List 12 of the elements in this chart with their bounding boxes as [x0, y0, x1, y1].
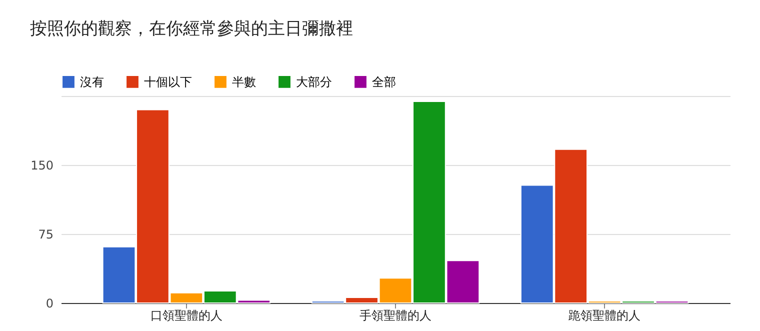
legend-label: 十個以下: [144, 74, 192, 89]
legend-label: 半數: [232, 74, 256, 89]
x-tick-label: 口領聖體的人: [150, 308, 222, 322]
chart-title: 按照你的觀察，在你經常參與的主日彌撒裡: [30, 19, 354, 39]
x-tick-label: 手領聖體的人: [360, 308, 432, 322]
legend-label: 大部分: [296, 74, 332, 89]
y-tick-label: 75: [38, 228, 54, 242]
y-tick-label: 150: [30, 158, 54, 172]
legend-label: 沒有: [80, 74, 104, 89]
y-tick-label: 0: [46, 296, 54, 310]
legend-label: 全部: [372, 74, 396, 89]
x-tick-label: 跪領聖體的人: [568, 308, 641, 322]
